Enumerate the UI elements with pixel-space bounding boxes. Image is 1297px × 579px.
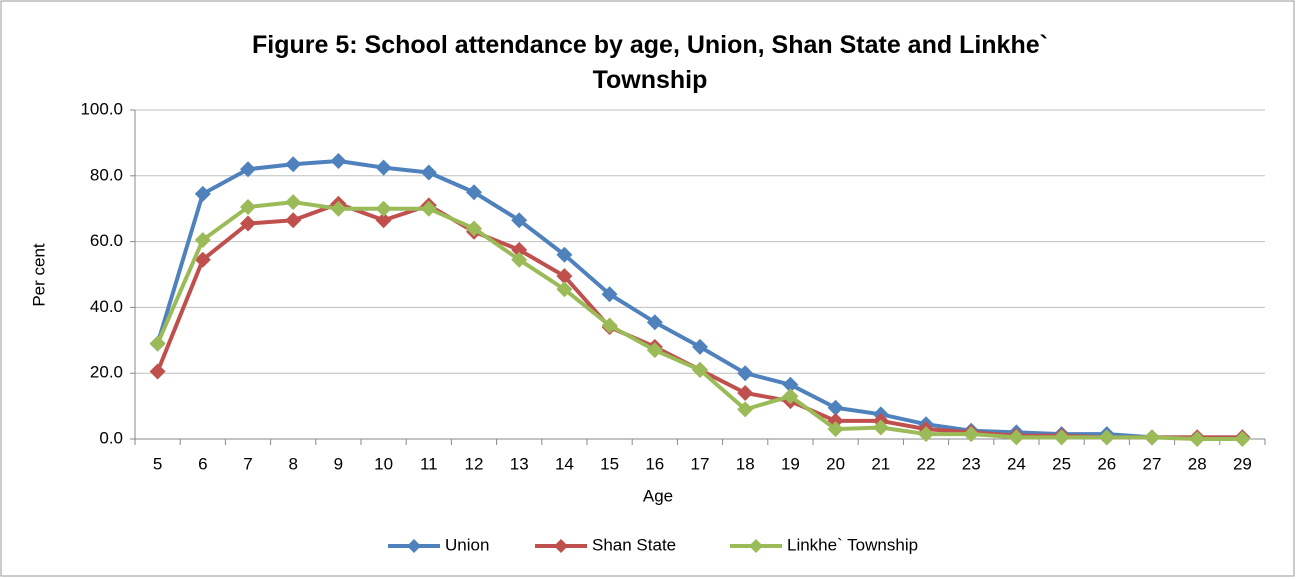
x-tick-label: 20 bbox=[826, 454, 845, 473]
data-point bbox=[737, 401, 754, 418]
data-point bbox=[692, 361, 708, 378]
data-point bbox=[737, 365, 754, 382]
data-point bbox=[466, 184, 482, 201]
x-tick-label: 12 bbox=[465, 454, 484, 473]
data-point bbox=[149, 335, 166, 352]
data-point bbox=[285, 194, 302, 211]
x-tick-label: 5 bbox=[153, 454, 162, 473]
x-tick-label: 10 bbox=[374, 454, 393, 473]
x-tick-label: 28 bbox=[1188, 454, 1207, 473]
x-tick-label: 24 bbox=[1007, 454, 1026, 473]
data-point bbox=[420, 200, 437, 217]
data-point bbox=[194, 185, 211, 202]
x-tick-label: 7 bbox=[243, 454, 252, 473]
data-point bbox=[963, 426, 980, 443]
x-tick-label: 29 bbox=[1233, 454, 1252, 473]
y-axis-label: Per cent bbox=[29, 243, 48, 307]
data-point bbox=[466, 220, 482, 237]
data-point bbox=[1053, 429, 1070, 446]
data-point bbox=[330, 200, 347, 217]
data-point bbox=[240, 215, 256, 232]
data-point bbox=[601, 286, 618, 303]
legend-marker bbox=[554, 539, 568, 553]
x-tick-label: 26 bbox=[1097, 454, 1116, 473]
data-point bbox=[375, 212, 392, 229]
x-tick-label: 17 bbox=[691, 454, 710, 473]
x-tick-label: 15 bbox=[600, 454, 619, 473]
data-point bbox=[692, 338, 708, 355]
x-tick-label: 9 bbox=[334, 454, 343, 473]
data-point bbox=[149, 363, 166, 380]
x-tick-label: 23 bbox=[962, 454, 981, 473]
data-point bbox=[556, 246, 573, 263]
x-tick-label: 21 bbox=[871, 454, 890, 473]
data-point bbox=[194, 231, 211, 248]
x-tick-label: 22 bbox=[917, 454, 936, 473]
x-tick-label: 27 bbox=[1143, 454, 1162, 473]
y-tick-label: 100.0 bbox=[80, 99, 123, 118]
data-point bbox=[646, 342, 663, 359]
data-point bbox=[737, 384, 754, 401]
data-point bbox=[240, 161, 256, 178]
data-point bbox=[375, 159, 392, 176]
x-tick-label: 18 bbox=[736, 454, 755, 473]
x-tick-label: 13 bbox=[510, 454, 529, 473]
x-tick-label: 6 bbox=[198, 454, 207, 473]
data-point bbox=[646, 314, 663, 331]
y-tick-label: 80.0 bbox=[90, 165, 123, 184]
x-tick-label: 16 bbox=[645, 454, 664, 473]
data-point bbox=[827, 399, 844, 416]
data-point bbox=[1234, 431, 1251, 447]
x-tick-label: 14 bbox=[555, 454, 574, 473]
data-point bbox=[601, 317, 618, 334]
y-tick-label: 20.0 bbox=[90, 363, 123, 382]
data-point bbox=[511, 251, 528, 268]
legend-marker bbox=[407, 539, 421, 553]
y-tick-label: 40.0 bbox=[90, 297, 123, 316]
y-tick-label: 0.0 bbox=[99, 428, 123, 447]
x-tick-label: 11 bbox=[420, 454, 438, 473]
x-axis-label: Age bbox=[643, 486, 673, 505]
data-point bbox=[872, 419, 889, 436]
data-point bbox=[827, 421, 844, 438]
data-point bbox=[1008, 429, 1025, 446]
data-point bbox=[511, 212, 528, 229]
legend-marker bbox=[749, 539, 763, 553]
legend-label: Linkhe` Township bbox=[787, 535, 918, 554]
data-point bbox=[511, 241, 528, 258]
legend-label: Union bbox=[445, 535, 489, 554]
x-tick-label: 25 bbox=[1052, 454, 1071, 473]
data-point bbox=[1144, 429, 1160, 446]
data-point bbox=[1189, 431, 1206, 447]
y-tick-label: 60.0 bbox=[90, 231, 123, 250]
data-point bbox=[918, 426, 934, 443]
data-point bbox=[375, 200, 392, 217]
data-point bbox=[330, 152, 347, 169]
data-point bbox=[420, 164, 437, 181]
data-point bbox=[556, 281, 573, 298]
data-point bbox=[285, 156, 302, 173]
x-tick-label: 19 bbox=[781, 454, 800, 473]
legend-label: Shan State bbox=[592, 535, 676, 554]
data-point bbox=[194, 251, 211, 268]
data-point bbox=[1098, 429, 1115, 446]
data-point bbox=[285, 212, 302, 229]
data-point bbox=[556, 268, 573, 285]
data-point bbox=[240, 199, 256, 216]
data-point bbox=[782, 376, 799, 393]
data-point bbox=[782, 388, 799, 405]
x-tick-label: 8 bbox=[288, 454, 297, 473]
chart-title: Figure 5: School attendance by age, Unio… bbox=[252, 31, 1048, 94]
